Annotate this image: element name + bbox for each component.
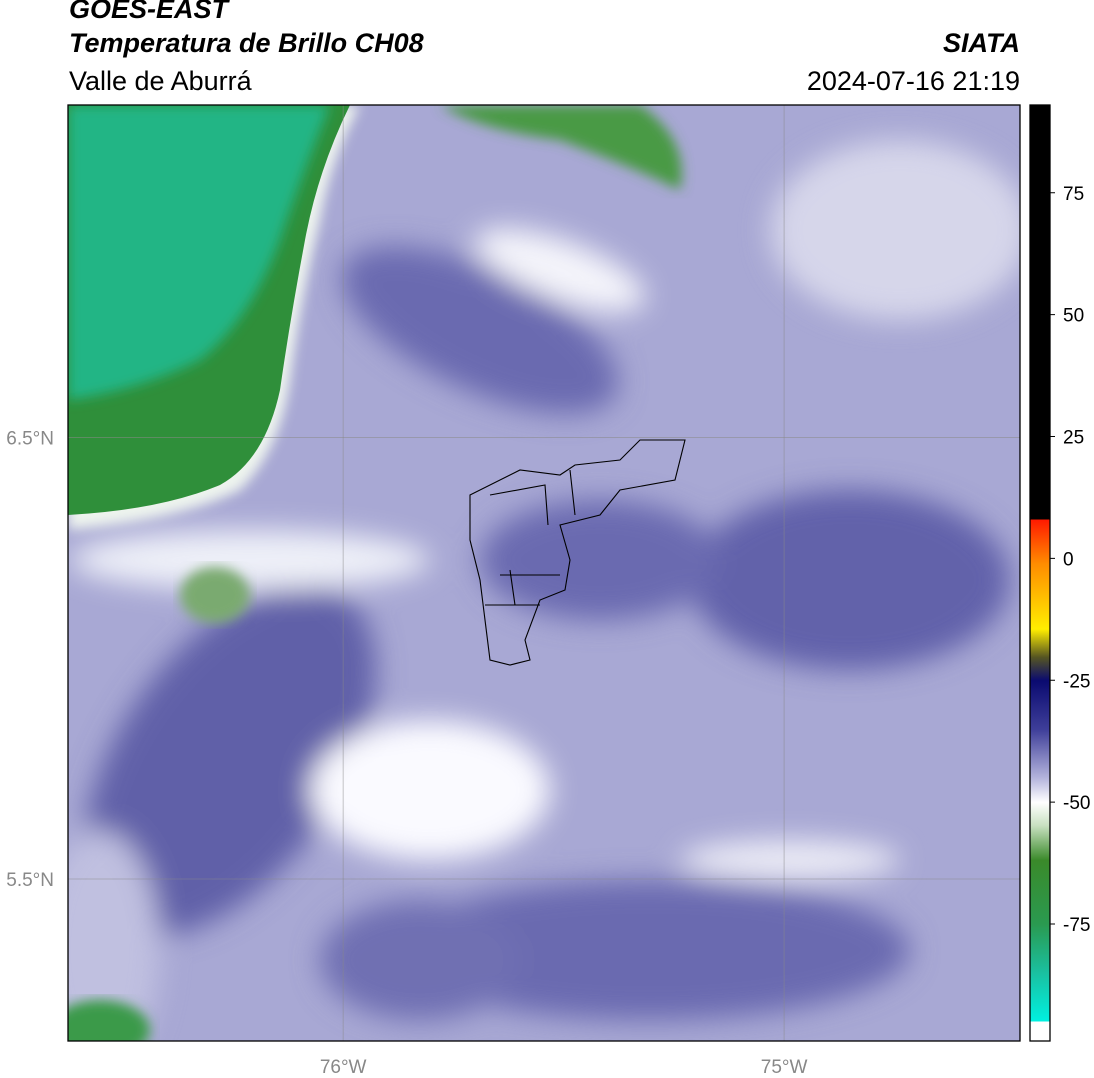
imagery xyxy=(68,105,1020,1041)
colorbar xyxy=(1029,104,1051,1042)
colorbar-label: 50 xyxy=(1063,306,1084,327)
map-frame xyxy=(67,104,1021,1042)
colorbar-label: 75 xyxy=(1063,184,1084,205)
datetime: 2024-07-16 21:19 xyxy=(806,66,1020,96)
title: GOES-EAST xyxy=(69,0,229,24)
region: Valle de Aburrá xyxy=(69,66,252,96)
lon-label: 75°W xyxy=(761,1057,808,1078)
colorbar-label: -75 xyxy=(1063,915,1090,936)
colorbar-label: -25 xyxy=(1063,671,1090,692)
lon-label: 76°W xyxy=(320,1057,367,1078)
colorbar-label: 0 xyxy=(1063,549,1074,570)
lat-label: 5.5°N xyxy=(6,870,54,891)
colorbar-label: 25 xyxy=(1063,428,1084,449)
lat-label: 6.5°N xyxy=(6,428,54,449)
colorbar-label: -50 xyxy=(1063,793,1090,814)
subtitle: Temperatura de Brillo CH08 xyxy=(69,28,424,58)
source: SIATA xyxy=(943,28,1020,58)
